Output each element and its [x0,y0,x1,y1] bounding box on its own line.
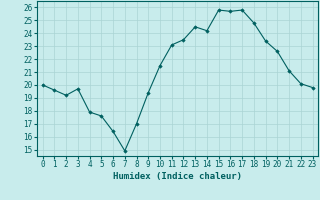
X-axis label: Humidex (Indice chaleur): Humidex (Indice chaleur) [113,172,242,181]
